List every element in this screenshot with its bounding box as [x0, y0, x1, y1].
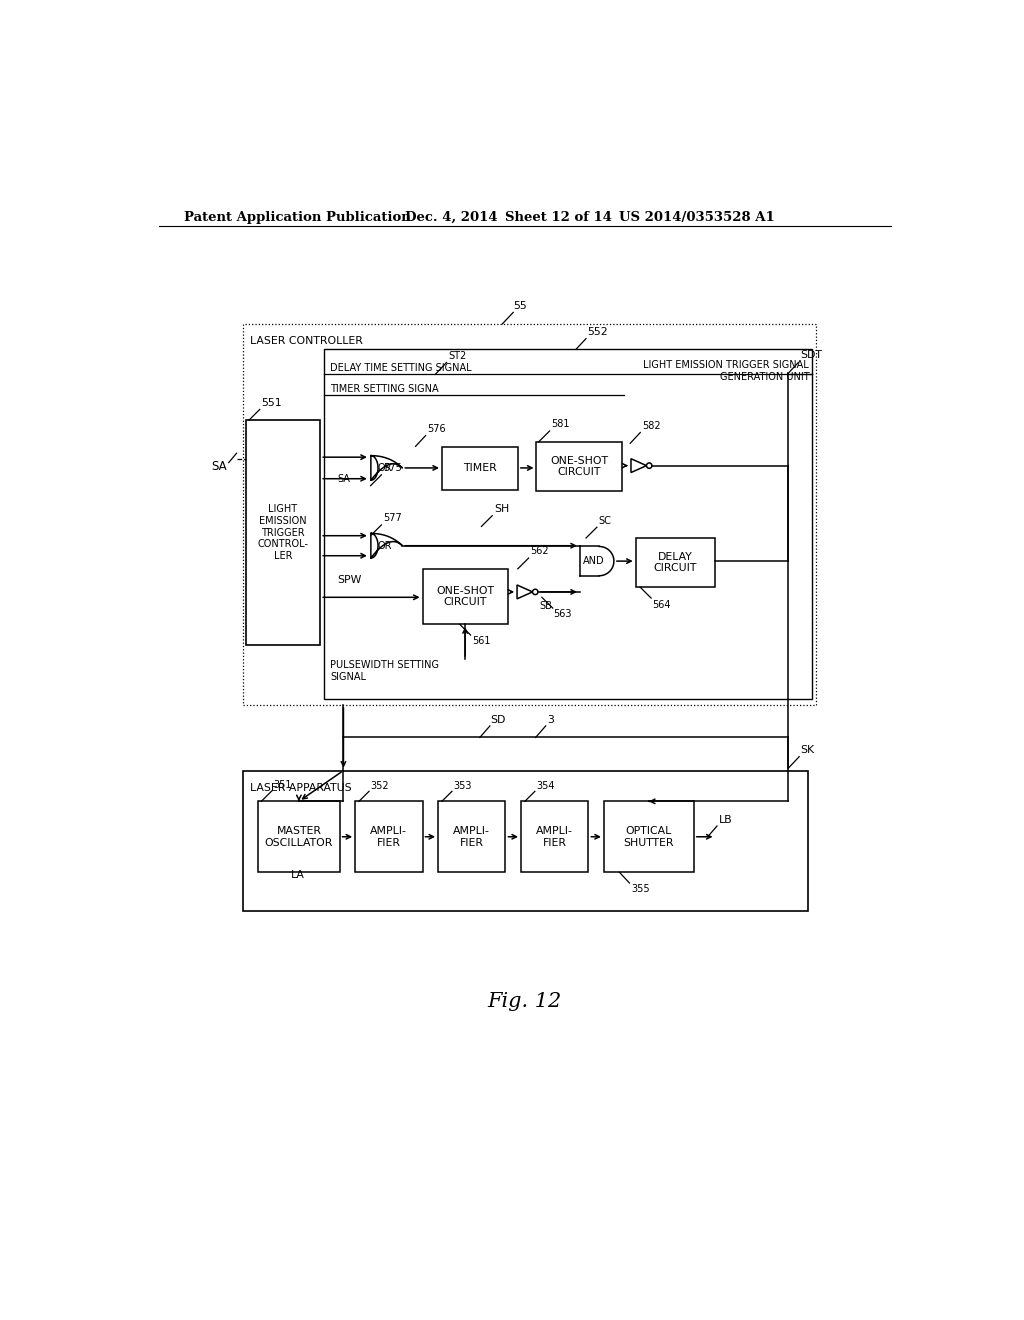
- FancyBboxPatch shape: [521, 801, 589, 873]
- Text: DELAY
CIRCUIT: DELAY CIRCUIT: [654, 552, 697, 573]
- Text: MASTER
OSCILLATOR: MASTER OSCILLATOR: [264, 826, 333, 847]
- Text: SC: SC: [598, 516, 611, 525]
- Text: TIMER: TIMER: [463, 463, 497, 474]
- FancyBboxPatch shape: [537, 442, 623, 491]
- Text: OR: OR: [377, 463, 392, 473]
- Text: SH: SH: [494, 504, 509, 515]
- Text: 354: 354: [537, 780, 555, 791]
- Text: AND: AND: [583, 556, 605, 566]
- Text: 582: 582: [642, 421, 660, 430]
- Text: LIGHT EMISSION TRIGGER SIGNAL
GENERATION UNIT: LIGHT EMISSION TRIGGER SIGNAL GENERATION…: [643, 360, 809, 381]
- Text: 353: 353: [454, 780, 472, 791]
- Text: 563: 563: [554, 609, 572, 619]
- Text: OR: OR: [377, 541, 392, 550]
- Text: 355: 355: [631, 884, 649, 894]
- Text: 351: 351: [273, 780, 292, 789]
- Text: SA: SA: [212, 459, 227, 473]
- Text: LIGHT
EMISSION
TRIGGER
CONTROL-
LER: LIGHT EMISSION TRIGGER CONTROL- LER: [257, 504, 308, 561]
- Text: LA: LA: [291, 870, 305, 880]
- Text: 577: 577: [383, 513, 401, 524]
- Text: SPW: SPW: [337, 576, 361, 585]
- FancyBboxPatch shape: [243, 771, 809, 911]
- Text: Patent Application Publication: Patent Application Publication: [183, 211, 411, 224]
- Text: AMPLI-
FIER: AMPLI- FIER: [454, 826, 490, 847]
- FancyBboxPatch shape: [355, 801, 423, 873]
- Text: SK: SK: [801, 746, 815, 755]
- Text: Fig. 12: Fig. 12: [487, 993, 562, 1011]
- Text: PULSEWIDTH SETTING
SIGNAL: PULSEWIDTH SETTING SIGNAL: [331, 660, 439, 682]
- Text: ONE-SHOT
CIRCUIT: ONE-SHOT CIRCUIT: [436, 586, 495, 607]
- FancyBboxPatch shape: [258, 801, 340, 873]
- Text: LASER APPARATUS: LASER APPARATUS: [251, 783, 352, 793]
- Text: ST2: ST2: [449, 351, 466, 360]
- Text: SD: SD: [490, 715, 506, 725]
- Text: AMPLI-
FIER: AMPLI- FIER: [537, 826, 573, 847]
- Text: TIMER SETTING SIGNA: TIMER SETTING SIGNA: [331, 384, 439, 395]
- Text: 562: 562: [530, 546, 549, 557]
- Text: LB: LB: [719, 816, 732, 825]
- Text: 561: 561: [472, 636, 490, 645]
- Text: SA: SA: [337, 474, 350, 483]
- Text: DELAY TIME SETTING SIGNAL: DELAY TIME SETTING SIGNAL: [331, 363, 472, 374]
- FancyBboxPatch shape: [423, 569, 508, 624]
- FancyBboxPatch shape: [438, 801, 506, 873]
- FancyBboxPatch shape: [246, 420, 321, 645]
- Text: Dec. 4, 2014: Dec. 4, 2014: [406, 211, 498, 224]
- FancyBboxPatch shape: [604, 801, 693, 873]
- Text: 575: 575: [383, 462, 401, 473]
- Text: Sheet 12 of 14: Sheet 12 of 14: [506, 211, 612, 224]
- Text: 55: 55: [513, 301, 527, 312]
- Text: 3: 3: [547, 715, 554, 725]
- FancyBboxPatch shape: [442, 447, 518, 490]
- FancyBboxPatch shape: [636, 539, 716, 587]
- Text: LASER CONTROLLER: LASER CONTROLLER: [251, 337, 364, 346]
- Text: 564: 564: [652, 599, 671, 610]
- Text: AMPLI-
FIER: AMPLI- FIER: [371, 826, 408, 847]
- Text: US 2014/0353528 A1: US 2014/0353528 A1: [620, 211, 775, 224]
- Text: OPTICAL
SHUTTER: OPTICAL SHUTTER: [624, 826, 674, 847]
- Text: 552: 552: [587, 327, 607, 337]
- Text: SDT: SDT: [800, 350, 822, 360]
- Text: 551: 551: [261, 397, 282, 408]
- Text: 581: 581: [551, 420, 569, 429]
- Text: 352: 352: [371, 780, 389, 791]
- Text: ONE-SHOT
CIRCUIT: ONE-SHOT CIRCUIT: [551, 455, 608, 478]
- Text: 576: 576: [427, 424, 445, 434]
- Text: SB: SB: [540, 601, 552, 611]
